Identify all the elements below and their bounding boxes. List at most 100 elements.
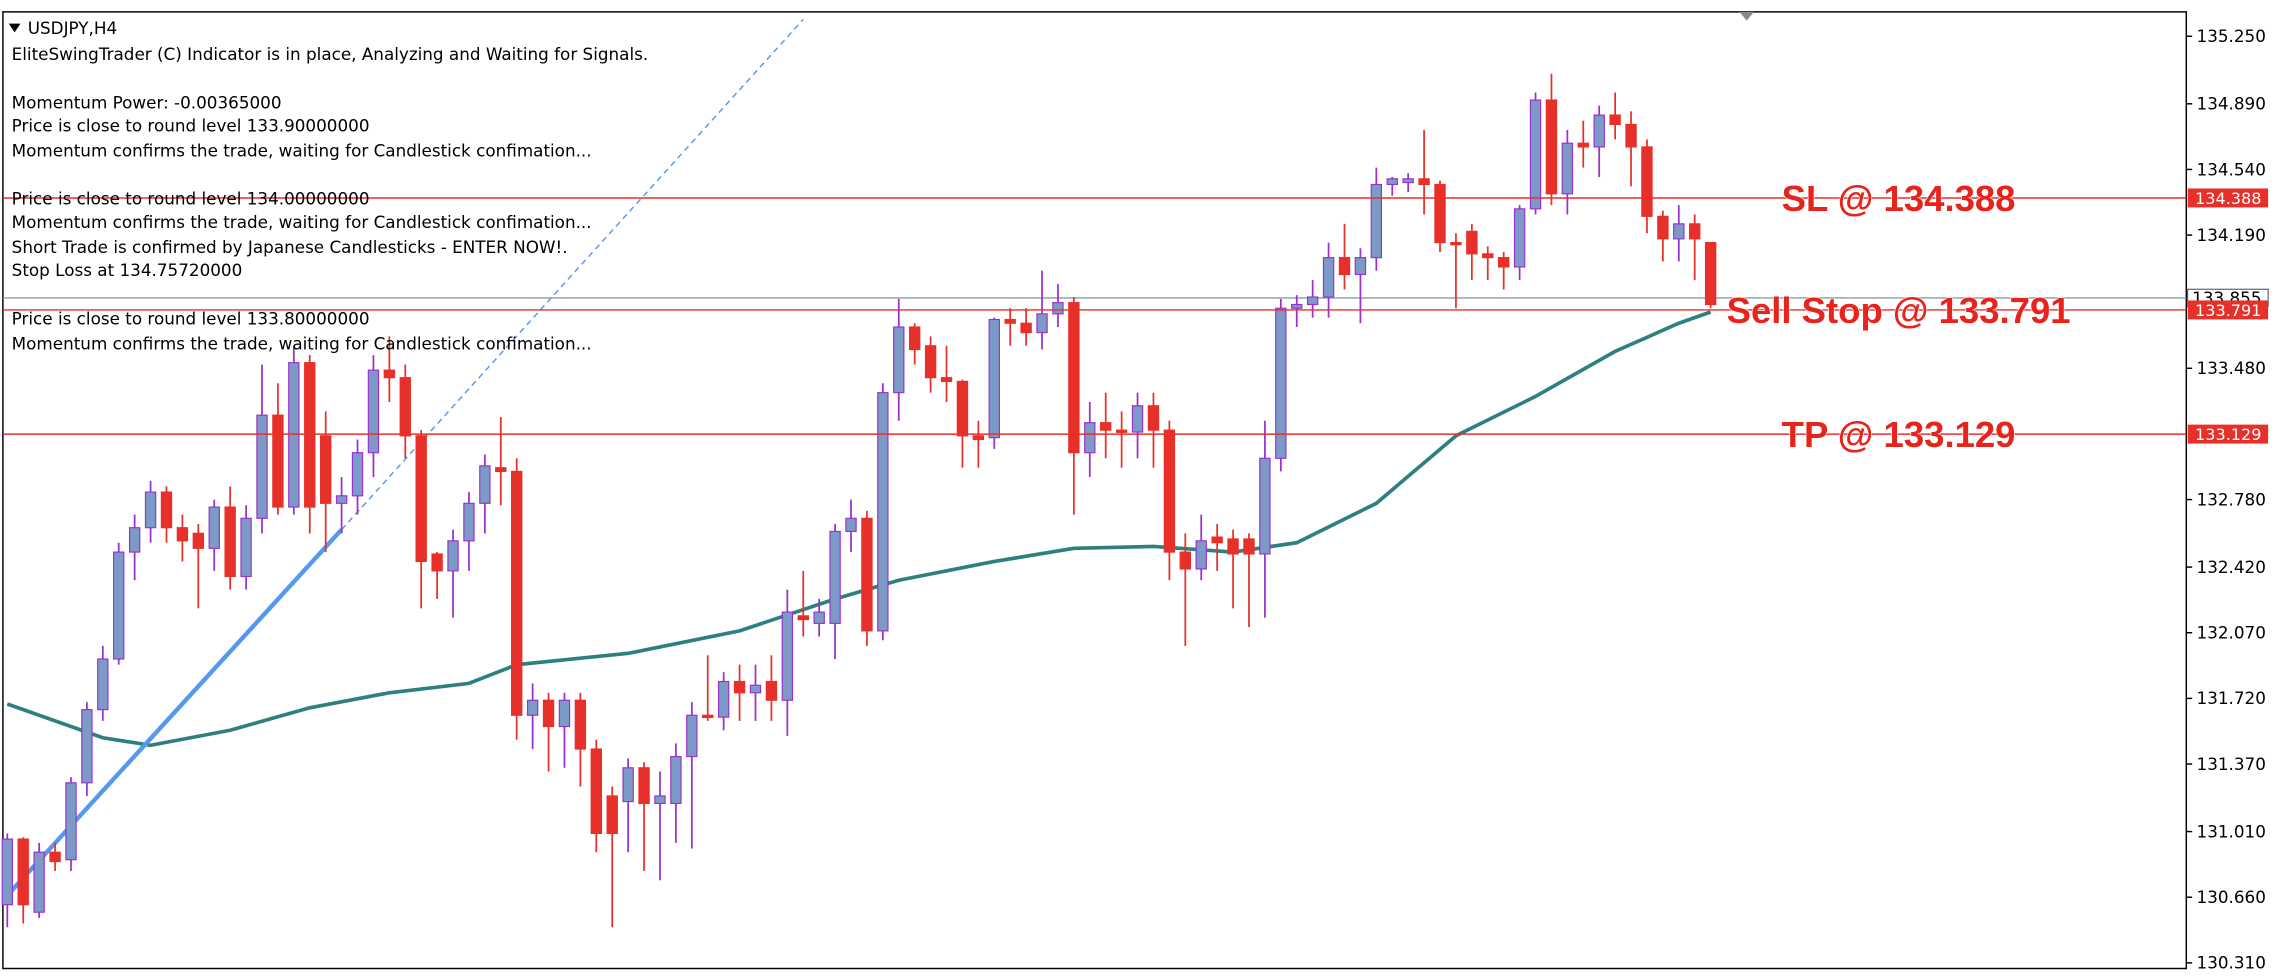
candle-body <box>558 699 571 728</box>
shift-marker <box>1739 11 1755 21</box>
candle-body <box>1386 178 1398 186</box>
indicator-message: Momentum confirms the trade, waiting for… <box>12 333 592 353</box>
candle-body <box>1466 230 1478 255</box>
candle-body <box>1163 429 1176 553</box>
candle-body <box>638 767 650 805</box>
candle-body <box>1004 318 1016 324</box>
candle-body <box>877 392 889 632</box>
candle-body <box>1370 183 1383 259</box>
indicator-message: EliteSwingTrader (C) Indicator is in pla… <box>12 44 649 64</box>
candle-body <box>1434 183 1446 244</box>
candle-body <box>1497 257 1510 268</box>
candle-body <box>797 615 809 621</box>
y-tick-label: 131.010 <box>2197 821 2266 841</box>
candle-body <box>319 435 332 504</box>
candle-body <box>988 318 1000 439</box>
candle-body <box>447 540 459 572</box>
candle-body <box>160 491 173 529</box>
candle-body <box>765 680 778 701</box>
candle-body <box>1545 99 1558 195</box>
y-tick-label: 130.660 <box>2197 887 2266 907</box>
candle-body <box>1673 223 1685 240</box>
y-tick-label: 132.420 <box>2197 557 2266 577</box>
y-tick-label: 132.780 <box>2197 489 2266 509</box>
candle-body <box>1115 429 1128 433</box>
candle-body <box>351 452 364 497</box>
y-tick-label: 135.250 <box>2197 26 2266 46</box>
candle-body <box>367 369 380 454</box>
candle-body <box>1689 223 1701 240</box>
indicator-message: Momentum Power: -0.00365000 <box>12 92 282 112</box>
y-tick-label: 131.720 <box>2197 688 2266 708</box>
candle-body <box>1020 322 1032 334</box>
candle-body <box>702 714 714 719</box>
candle-body <box>908 326 921 351</box>
layers: 135.250 134.890 134.540 134.190 133.480 132.7… <box>1 18 2269 973</box>
candle-body <box>1322 257 1335 298</box>
candle-body <box>1609 114 1621 126</box>
candle-body <box>1402 178 1414 184</box>
indicator-message: Momentum confirms the trade, waiting for… <box>12 140 592 160</box>
candle-body <box>511 470 523 716</box>
y-tick-label: 134.890 <box>2197 94 2266 114</box>
indicator-message: Stop Loss at 134.75720000 <box>12 260 243 280</box>
candle-body <box>1147 405 1160 431</box>
candle-body <box>940 377 953 382</box>
level-price-box <box>2187 300 2269 320</box>
candle-body <box>717 680 730 718</box>
y-tick-label: 131.370 <box>2197 754 2266 774</box>
candle-body <box>415 435 427 563</box>
candle-body <box>383 369 396 379</box>
candle-body <box>1306 296 1319 306</box>
candle-body <box>49 851 61 863</box>
candle-body <box>622 767 634 803</box>
candle-body <box>495 467 507 473</box>
candle-body <box>335 495 348 504</box>
candle-body <box>749 684 762 694</box>
candle-body <box>113 551 125 660</box>
candle-body <box>1450 242 1462 246</box>
candle-body <box>1100 422 1112 431</box>
candle-body <box>1227 538 1239 555</box>
moving-average <box>6 310 1712 748</box>
candle-body <box>1577 142 1589 148</box>
indicator-message: Momentum confirms the trade, waiting for… <box>12 212 592 232</box>
level-price-label: 133.791 <box>2195 301 2261 320</box>
trendline <box>5 528 344 897</box>
candle-body <box>1418 178 1430 186</box>
candle-body <box>670 755 682 805</box>
candle-body <box>574 699 587 750</box>
candle-body <box>956 380 969 437</box>
candle-body <box>733 680 746 694</box>
candle-body <box>829 530 841 624</box>
candle-body <box>1338 257 1351 276</box>
y-tick-label: 130.310 <box>2197 953 2266 973</box>
candle-body <box>1561 142 1574 195</box>
candle-body <box>1529 99 1542 210</box>
candle-body <box>686 714 698 758</box>
candle-body <box>272 414 284 508</box>
candle-body <box>176 527 189 542</box>
candle-body <box>1259 457 1271 555</box>
y-tick-label: 132.070 <box>2197 623 2266 643</box>
candle-body <box>813 611 825 624</box>
candle-body <box>526 699 539 716</box>
level-price-box <box>2187 424 2269 444</box>
candle-body <box>479 465 491 504</box>
candle-body <box>1084 422 1096 454</box>
level-price-label: 133.129 <box>2195 425 2261 444</box>
candle-body <box>1131 405 1144 433</box>
candle-body <box>1513 208 1526 268</box>
candle-body <box>399 377 411 437</box>
level-annotation: Sell Stop @ 133.791 <box>1727 290 2071 331</box>
candle-body <box>81 709 93 784</box>
candle-body <box>224 506 236 578</box>
candle-body <box>463 502 475 542</box>
candle-body <box>192 532 205 549</box>
candle-body <box>1291 303 1303 309</box>
candle-body <box>1211 536 1223 544</box>
y-tick-label: 134.540 <box>2197 159 2266 179</box>
candle-body <box>1036 313 1048 334</box>
candle-body <box>1179 551 1192 570</box>
